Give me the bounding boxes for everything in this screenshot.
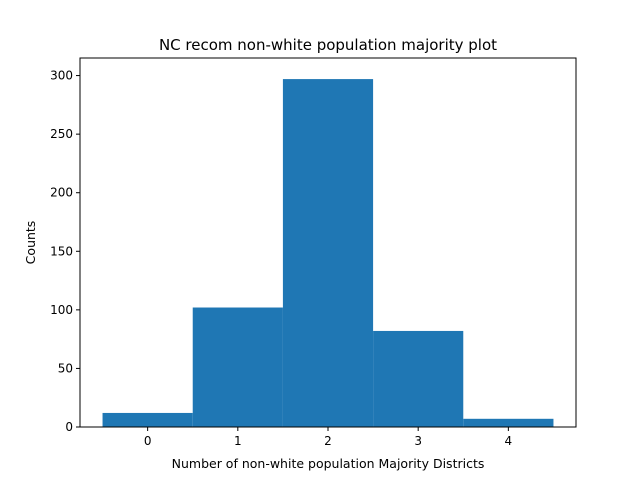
x-tick-label: 3: [414, 434, 422, 448]
chart-title: NC recom non-white population majority p…: [159, 36, 497, 54]
histogram-bar-0: [102, 412, 193, 427]
y-tick-label: 250: [50, 127, 73, 141]
y-tick-label: 50: [58, 361, 73, 375]
y-axis-ticks: 0 50 100 150 200 250 300: [50, 69, 80, 434]
bars-group: [102, 79, 554, 427]
y-tick-label: 150: [50, 244, 73, 258]
histogram-bar-3: [373, 330, 464, 427]
x-axis-ticks: 0 1 2 3 4: [144, 427, 512, 448]
x-axis-label: Number of non-white population Majority …: [172, 456, 485, 471]
x-tick-label: 1: [234, 434, 242, 448]
x-tick-label: 4: [505, 434, 513, 448]
y-tick-label: 100: [50, 303, 73, 317]
y-tick-label: 0: [65, 420, 73, 434]
histogram-bar-2: [282, 79, 374, 427]
y-tick-label: 200: [50, 186, 73, 200]
histogram-bar-1: [192, 307, 283, 427]
y-axis-label: Counts: [23, 221, 38, 265]
x-tick-label: 2: [324, 434, 332, 448]
x-tick-label: 0: [144, 434, 152, 448]
y-tick-label: 300: [50, 69, 73, 83]
histogram-bar-4: [463, 418, 554, 427]
